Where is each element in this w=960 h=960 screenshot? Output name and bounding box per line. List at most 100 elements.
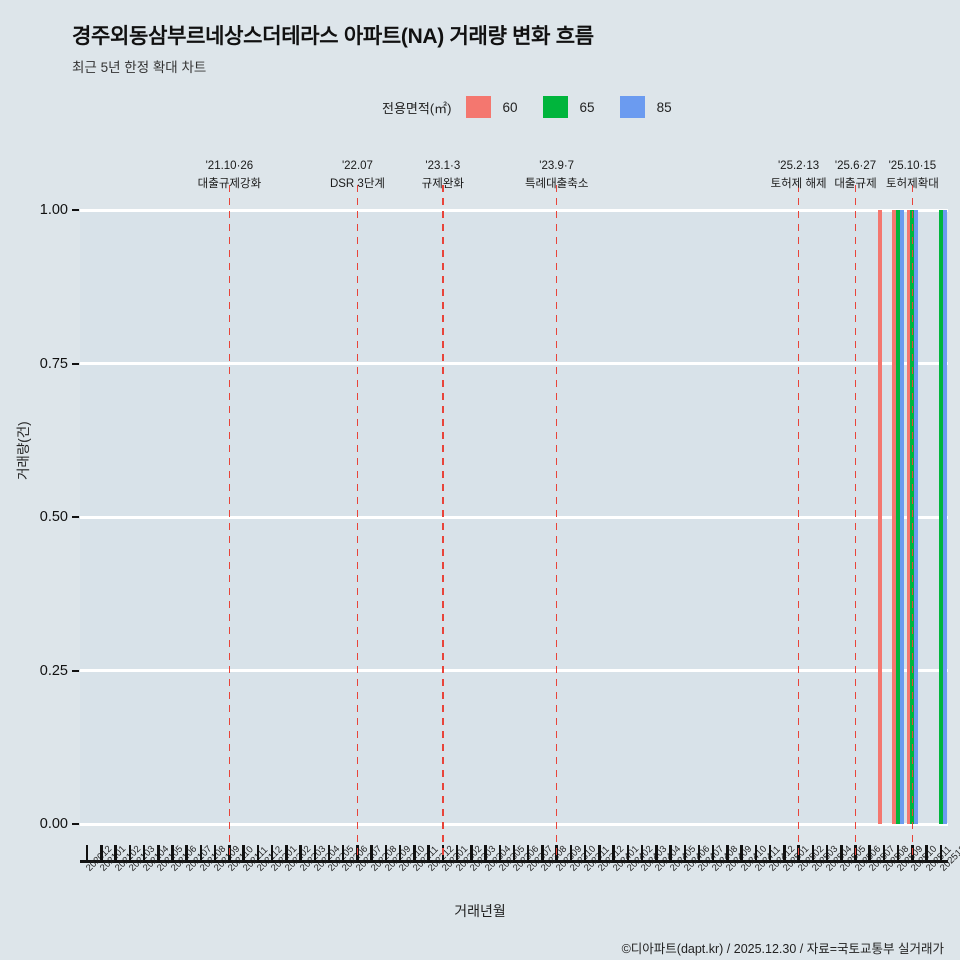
footer-credit: ©디아파트(dapt.kr) / 2025.12.30 / 자료=국토교통부 실… bbox=[621, 942, 944, 956]
x-tick-mark-202209 bbox=[384, 845, 388, 860]
plot-area bbox=[80, 208, 948, 826]
y-axis-label: 거래량(건) bbox=[16, 421, 31, 480]
bar-60-202509[interactable] bbox=[892, 210, 897, 824]
x-tick-mark-202106 bbox=[171, 845, 174, 860]
annotation-text-202301: '23.1·3 규제완화 bbox=[422, 158, 464, 194]
y-tick-label-0.50: 0.50 bbox=[39, 509, 68, 525]
x-tick-mark-202012 bbox=[85, 845, 89, 860]
x-tick-mark-202203 bbox=[299, 845, 302, 860]
bar-60-202508[interactable] bbox=[878, 210, 882, 824]
x-tick-mark-202412 bbox=[768, 845, 772, 860]
x-tick-mark-202507 bbox=[868, 845, 871, 860]
annotation-name-202502: 토허제 해제 bbox=[770, 177, 827, 190]
x-tick-mark-202307 bbox=[526, 845, 530, 860]
x-tick-mark-202404 bbox=[655, 845, 658, 860]
x-tick-mark-202403 bbox=[640, 845, 644, 860]
x-tick-mark-202208 bbox=[370, 845, 373, 860]
x-tick-mark-202402 bbox=[626, 845, 630, 860]
legend-label-60: 60 bbox=[502, 99, 518, 115]
annotation-line-202309 bbox=[555, 185, 558, 860]
legend-item-60[interactable]: 60 bbox=[465, 96, 543, 118]
x-tick-mark-202104 bbox=[142, 845, 146, 860]
bar-85-202510[interactable] bbox=[914, 210, 919, 824]
gridline-0.25 bbox=[80, 669, 948, 672]
x-tick-mark-202408 bbox=[711, 845, 715, 860]
x-tick-mark-202102 bbox=[114, 845, 117, 860]
y-tick-mark-0.50 bbox=[72, 516, 79, 518]
x-tick-mark-202311 bbox=[583, 845, 587, 860]
gridline-0.50 bbox=[80, 515, 948, 519]
x-tick-mark-202202 bbox=[285, 845, 288, 860]
x-axis-label: 거래년월 bbox=[454, 903, 506, 919]
x-tick-mark-202312 bbox=[598, 845, 601, 860]
x-tick-mark-202511 bbox=[925, 845, 928, 860]
x-tick-mark-202410 bbox=[740, 845, 743, 860]
x-tick-mark-202401 bbox=[612, 845, 615, 860]
annotation-text-202309: '23.9·7 특례대출축소 bbox=[525, 158, 588, 194]
x-tick-mark-202505 bbox=[840, 845, 843, 860]
annotation-date-202207: '22.07 bbox=[341, 160, 373, 172]
x-tick-mark-202108 bbox=[199, 845, 203, 860]
x-tick-mark-202405 bbox=[669, 845, 672, 860]
x-tick-mark-202302 bbox=[455, 845, 459, 860]
x-tick-mark-202308 bbox=[541, 845, 544, 860]
y-tick-label-0.00: 0.00 bbox=[39, 816, 68, 832]
gridline-0.75 bbox=[80, 362, 948, 365]
x-tick-mark-202504 bbox=[825, 845, 829, 860]
x-tick-mark-202306 bbox=[512, 845, 516, 860]
annotation-text-202510: '25.10·15 토허제확대 bbox=[886, 158, 939, 194]
x-tick-mark-202212 bbox=[427, 845, 430, 860]
bar-85-202509[interactable] bbox=[900, 210, 905, 824]
x-tick-mark-202407 bbox=[697, 845, 701, 860]
x-tick-mark-202406 bbox=[683, 845, 686, 860]
annotation-name-202207: DSR 3단계 bbox=[329, 177, 385, 190]
x-tick-mark-202310 bbox=[569, 845, 573, 860]
bar-85-202512[interactable] bbox=[942, 210, 947, 824]
x-tick-mark-202101 bbox=[100, 845, 103, 860]
annotation-date-202309: '23.9·7 bbox=[539, 160, 575, 172]
y-tick-label-0.75: 0.75 bbox=[39, 355, 68, 372]
annotation-line-202510 bbox=[911, 185, 914, 860]
legend-item-65[interactable]: 65 bbox=[542, 96, 620, 118]
bar-60-202510[interactable] bbox=[906, 210, 911, 824]
y-tick-label-0.25: 0.25 bbox=[39, 662, 68, 679]
annotation-line-202110 bbox=[228, 185, 231, 860]
x-tick-mark-202201 bbox=[270, 845, 274, 860]
x-tick-mark-202210 bbox=[398, 845, 402, 860]
y-tick-mark-1.00 bbox=[72, 209, 79, 211]
annotation-name-202506: 대출규제 bbox=[834, 177, 877, 190]
annotation-date-202301: '23.1·3 bbox=[425, 160, 461, 172]
bar-65-202509[interactable] bbox=[896, 210, 901, 824]
gridline-0.00 bbox=[80, 822, 948, 826]
annotation-line-202506 bbox=[854, 185, 857, 860]
x-tick-mark-202111 bbox=[242, 845, 245, 860]
x-tick-mark-202206 bbox=[341, 845, 345, 860]
annotation-date-202506: '25.6·27 bbox=[834, 160, 877, 172]
annotation-text-202502: '25.2·13 토허제 해제 bbox=[771, 158, 827, 194]
annotation-line-202207 bbox=[356, 185, 359, 860]
gridline-1.00 bbox=[80, 208, 948, 212]
x-tick-mark-202103 bbox=[128, 845, 132, 860]
x-tick-mark-202501 bbox=[783, 845, 786, 860]
legend-item-85[interactable]: 85 bbox=[619, 96, 697, 118]
bar-65-202512[interactable] bbox=[938, 210, 943, 824]
annotation-date-202502: '25.2·13 bbox=[777, 160, 820, 172]
annotation-text-202506: '25.6·27 대출규제 bbox=[834, 158, 876, 194]
legend-swatch-60 bbox=[465, 96, 491, 118]
x-tick-mark-202109 bbox=[213, 845, 217, 860]
x-tick-mark-202512 bbox=[939, 845, 943, 860]
x-tick-mark-202112 bbox=[256, 845, 260, 860]
y-tick-mark-0.25 bbox=[72, 669, 79, 672]
x-tick-mark-202411 bbox=[754, 845, 758, 860]
x-tick-mark-202211 bbox=[413, 845, 416, 860]
legend-swatch-65 bbox=[542, 96, 568, 118]
x-tick-mark-202508 bbox=[882, 845, 886, 860]
x-tick-mark-202503 bbox=[811, 845, 815, 860]
annotation-text-202207: '22.07 DSR 3단계 bbox=[330, 158, 385, 194]
legend: 전용면적(㎡) 60 65 85 bbox=[382, 96, 697, 118]
x-tick-mark-202303 bbox=[470, 845, 473, 860]
x-tick-mark-202105 bbox=[157, 845, 160, 860]
annotation-name-202309: 특례대출축소 bbox=[524, 177, 589, 190]
x-tick-mark-202107 bbox=[185, 845, 188, 860]
